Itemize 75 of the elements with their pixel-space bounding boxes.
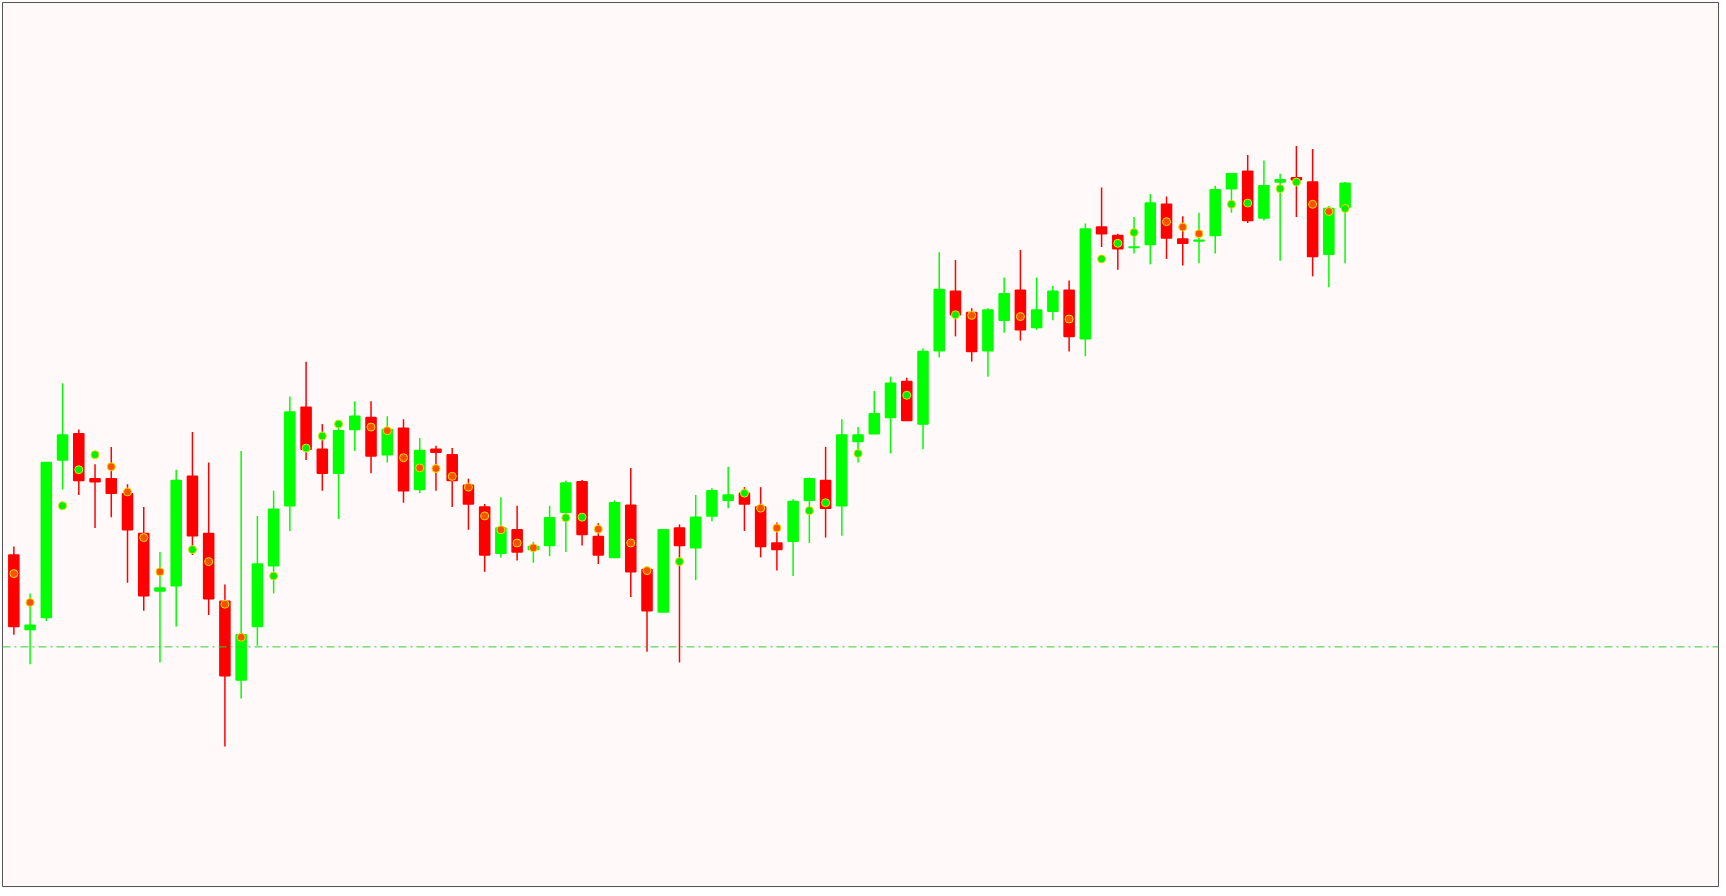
point [25, 597, 35, 607]
point [1291, 177, 1301, 187]
point [9, 569, 19, 579]
point [496, 525, 506, 535]
candlestick [1095, 186, 1108, 248]
point [204, 557, 214, 567]
point [1064, 314, 1074, 324]
point [772, 523, 782, 533]
point [447, 471, 457, 481]
candlestick [1176, 215, 1189, 267]
point [1324, 207, 1334, 216]
point [431, 464, 441, 474]
point [1097, 254, 1107, 264]
point [674, 557, 684, 567]
candlestick [24, 592, 36, 666]
point [1243, 198, 1253, 208]
point [642, 566, 652, 576]
point [415, 463, 425, 473]
candlestick [592, 522, 605, 565]
point [804, 506, 814, 516]
candlestick [430, 444, 442, 492]
point [334, 419, 344, 429]
point [821, 498, 831, 508]
point [1015, 312, 1025, 322]
point [155, 567, 165, 577]
candlestick [803, 476, 816, 544]
point [593, 524, 603, 534]
point [626, 538, 636, 548]
candlestick [1030, 276, 1043, 331]
point [950, 310, 960, 320]
candlestick [1225, 172, 1238, 214]
candlestick [1193, 211, 1205, 264]
point [480, 511, 490, 521]
point [1178, 222, 1188, 232]
point [90, 450, 100, 460]
point [74, 465, 84, 475]
point [301, 443, 311, 453]
candlestick [1274, 172, 1286, 262]
point [269, 571, 279, 581]
point [577, 512, 587, 522]
candlestick [722, 465, 734, 509]
point [58, 501, 68, 511]
point [220, 599, 230, 609]
point [902, 390, 912, 400]
candlestick [771, 521, 783, 572]
point [1340, 203, 1350, 213]
point [1226, 199, 1236, 209]
point [853, 449, 863, 458]
candlestick [1047, 285, 1059, 321]
point [366, 422, 376, 432]
point [317, 431, 327, 441]
point [187, 545, 197, 555]
point [139, 533, 149, 543]
point [399, 453, 408, 463]
point [236, 632, 246, 642]
point [1275, 184, 1285, 194]
point [382, 426, 392, 436]
point [1308, 199, 1318, 209]
candlestick [1128, 216, 1140, 255]
candlestick [105, 446, 118, 518]
point [106, 462, 116, 472]
candlestick [852, 426, 864, 464]
point [1194, 229, 1204, 239]
point [739, 488, 749, 498]
candlestick [154, 551, 166, 664]
point [463, 482, 473, 492]
point [756, 503, 766, 513]
candlestick [868, 390, 881, 435]
candlestick [89, 463, 101, 529]
candlestick [673, 523, 686, 664]
candlestick [349, 400, 361, 452]
point [561, 513, 571, 523]
point [967, 310, 977, 320]
point [1129, 228, 1139, 237]
point [123, 487, 133, 497]
